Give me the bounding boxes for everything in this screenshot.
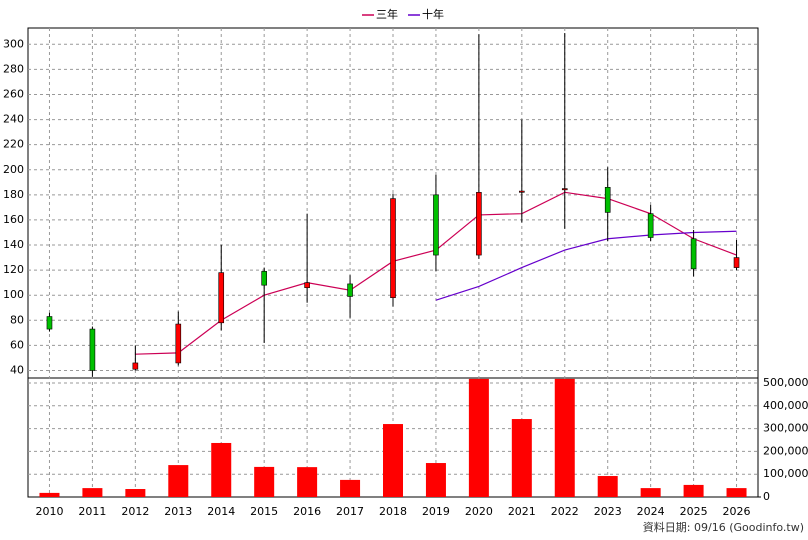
x-tick-label: 2021 [508,505,536,518]
x-tick-label: 2017 [336,505,364,518]
volume-bar [468,378,489,497]
candle-body [433,194,439,256]
volume-bar [554,378,575,497]
x-tick-label: 2012 [121,505,149,518]
x-tick-label: 2025 [680,505,708,518]
candle-body [347,283,353,297]
y-tick-label: 200 [3,163,24,176]
candle-body [476,192,482,256]
volume-bar [511,419,532,497]
volume-bar [211,442,232,497]
y2-tick-label: 100,000 [763,467,808,480]
footnote: 資料日期: 09/16 (Goodinfo.tw) [643,520,804,534]
x-tick-label: 2020 [465,505,493,518]
volume-bar [168,465,189,497]
x-tick-label: 2022 [551,505,579,518]
x-tick-label: 2013 [164,505,192,518]
candle-body [218,272,225,324]
candle-body [690,238,697,270]
y-tick-label: 280 [3,62,24,75]
y-tick-label: 300 [3,37,24,50]
x-tick-label: 2019 [422,505,450,518]
legend-label: 十年 [422,7,444,21]
y-tick-label: 40 [10,363,24,376]
legend-label: 三年 [376,7,398,21]
y2-tick-label: 0 [763,490,770,503]
x-tick-label: 2011 [78,505,106,518]
y2-tick-label: 300,000 [763,422,808,435]
volume-bar [640,488,661,497]
candle-body [132,362,139,370]
x-tick-label: 2016 [293,505,321,518]
volume-bar [383,424,403,497]
y-tick-label: 60 [10,338,24,351]
volume-bar [597,476,618,497]
candle-body [46,316,53,330]
volume-bar [726,488,747,497]
x-tick-label: 2023 [594,505,622,518]
candle-body [519,190,525,193]
y2-tick-label: 400,000 [763,399,808,412]
y-tick-label: 260 [3,87,24,100]
candle-body [89,328,96,371]
y-tick-label: 100 [3,288,24,301]
volume-bar [683,484,704,497]
candle-body [261,271,267,286]
x-tick-label: 2026 [723,505,751,518]
volume-bar [425,463,446,497]
volume-bar [82,488,103,497]
y2-tick-label: 200,000 [763,444,808,457]
y2-tick-label: 500,000 [763,376,808,389]
x-tick-label: 2014 [207,505,235,518]
candle-body [604,187,611,213]
y-tick-label: 180 [3,188,24,201]
candle-body [175,323,182,364]
y-tick-label: 220 [3,138,24,151]
candle-body [304,282,310,288]
volume-bar [39,492,60,497]
y-tick-label: 160 [3,213,24,226]
volume-bar [125,489,146,497]
candle-body [390,198,396,299]
x-tick-label: 2010 [35,505,63,518]
y-tick-label: 140 [3,238,24,251]
volume-bar [297,467,318,497]
ma-line [435,230,737,301]
y-tick-label: 120 [3,263,24,276]
y-tick-label: 240 [3,113,24,126]
candle-body [561,188,568,191]
volume-bar [340,479,361,497]
x-tick-label: 2015 [250,505,278,518]
x-tick-label: 2024 [637,505,665,518]
volume-bar [254,466,275,497]
y-tick-label: 80 [10,313,24,326]
candle-body [733,257,740,268]
x-tick-label: 2018 [379,505,407,518]
candle-body [647,213,654,238]
